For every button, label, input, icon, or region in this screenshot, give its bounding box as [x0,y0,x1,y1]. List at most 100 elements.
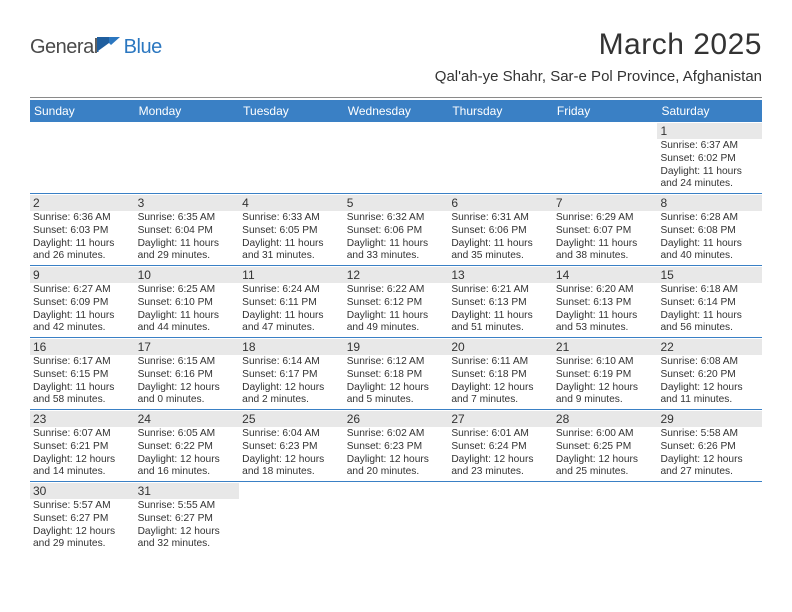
calendar-day: 9Sunrise: 6:27 AMSunset: 6:09 PMDaylight… [30,266,135,337]
daylight-text: Daylight: 11 hours [556,310,655,323]
calendar-day: 20Sunrise: 6:11 AMSunset: 6:18 PMDayligh… [448,338,553,409]
calendar-week-row: 9Sunrise: 6:27 AMSunset: 6:09 PMDaylight… [30,266,762,338]
day-number: 24 [135,411,240,427]
calendar-week-row: 30Sunrise: 5:57 AMSunset: 6:27 PMDayligh… [30,482,762,553]
daylight-text: and 38 minutes. [556,250,655,263]
divider [30,97,762,98]
sunrise-text: Sunrise: 6:15 AM [138,356,237,369]
sunrise-text: Sunrise: 6:14 AM [242,356,341,369]
daylight-text: and 2 minutes. [242,394,341,407]
sunset-text: Sunset: 6:08 PM [660,225,759,238]
calendar-day-empty [553,482,658,553]
sunset-text: Sunset: 6:14 PM [660,297,759,310]
weekday-header: Friday [553,100,658,122]
sunrise-text: Sunrise: 6:05 AM [138,428,237,441]
sunrise-text: Sunrise: 6:22 AM [347,284,446,297]
daylight-text: Daylight: 11 hours [660,166,759,179]
sunrise-text: Sunrise: 6:29 AM [556,212,655,225]
sunrise-text: Sunrise: 6:04 AM [242,428,341,441]
daylight-text: and 5 minutes. [347,394,446,407]
calendar-week-row: 16Sunrise: 6:17 AMSunset: 6:15 PMDayligh… [30,338,762,410]
sunrise-text: Sunrise: 6:10 AM [556,356,655,369]
calendar-day: 18Sunrise: 6:14 AMSunset: 6:17 PMDayligh… [239,338,344,409]
sunrise-text: Sunrise: 6:20 AM [556,284,655,297]
daylight-text: and 26 minutes. [33,250,132,263]
calendar-day: 1Sunrise: 6:37 AMSunset: 6:02 PMDaylight… [657,122,762,193]
weekday-header: Thursday [448,100,553,122]
sunrise-text: Sunrise: 6:24 AM [242,284,341,297]
calendar-day: 27Sunrise: 6:01 AMSunset: 6:24 PMDayligh… [448,410,553,481]
day-number: 27 [448,411,553,427]
calendar-day: 11Sunrise: 6:24 AMSunset: 6:11 PMDayligh… [239,266,344,337]
calendar-week-row: 2Sunrise: 6:36 AMSunset: 6:03 PMDaylight… [30,194,762,266]
day-number: 25 [239,411,344,427]
day-number: 11 [239,267,344,283]
daylight-text: Daylight: 12 hours [138,526,237,539]
title-block: March 2025 Qal'ah-ye Shahr, Sar-e Pol Pr… [435,28,762,93]
sunrise-text: Sunrise: 6:01 AM [451,428,550,441]
calendar-day: 15Sunrise: 6:18 AMSunset: 6:14 PMDayligh… [657,266,762,337]
daylight-text: Daylight: 12 hours [556,454,655,467]
sunrise-text: Sunrise: 6:18 AM [660,284,759,297]
sunrise-text: Sunrise: 6:35 AM [138,212,237,225]
daylight-text: Daylight: 11 hours [242,310,341,323]
sunrise-text: Sunrise: 6:31 AM [451,212,550,225]
day-number: 3 [135,195,240,211]
day-number: 30 [30,483,135,499]
location-subtitle: Qal'ah-ye Shahr, Sar-e Pol Province, Afg… [435,68,762,85]
flag-icon [96,34,122,59]
sunset-text: Sunset: 6:05 PM [242,225,341,238]
calendar-day: 3Sunrise: 6:35 AMSunset: 6:04 PMDaylight… [135,194,240,265]
daylight-text: Daylight: 11 hours [347,238,446,251]
daylight-text: Daylight: 11 hours [138,238,237,251]
daylight-text: Daylight: 12 hours [33,526,132,539]
day-number: 13 [448,267,553,283]
calendar-day: 16Sunrise: 6:17 AMSunset: 6:15 PMDayligh… [30,338,135,409]
sunset-text: Sunset: 6:06 PM [451,225,550,238]
daylight-text: and 29 minutes. [138,250,237,263]
logo-text-general: General [30,36,98,59]
weekday-header: Tuesday [239,100,344,122]
daylight-text: and 51 minutes. [451,322,550,335]
sunset-text: Sunset: 6:23 PM [242,441,341,454]
daylight-text: Daylight: 12 hours [451,382,550,395]
daylight-text: Daylight: 12 hours [347,454,446,467]
daylight-text: Daylight: 11 hours [33,238,132,251]
calendar-day: 8Sunrise: 6:28 AMSunset: 6:08 PMDaylight… [657,194,762,265]
calendar-week-row: 1Sunrise: 6:37 AMSunset: 6:02 PMDaylight… [30,122,762,194]
calendar-day-empty [344,122,449,193]
calendar-grid: 1Sunrise: 6:37 AMSunset: 6:02 PMDaylight… [30,122,762,553]
day-number: 1 [657,123,762,139]
daylight-text: Daylight: 12 hours [33,454,132,467]
daylight-text: and 33 minutes. [347,250,446,263]
daylight-text: and 44 minutes. [138,322,237,335]
day-number: 26 [344,411,449,427]
sunset-text: Sunset: 6:18 PM [347,369,446,382]
sunset-text: Sunset: 6:09 PM [33,297,132,310]
sunset-text: Sunset: 6:07 PM [556,225,655,238]
day-number: 19 [344,339,449,355]
sunset-text: Sunset: 6:27 PM [138,513,237,526]
day-number: 6 [448,195,553,211]
sunrise-text: Sunrise: 5:58 AM [660,428,759,441]
sunrise-text: Sunrise: 6:11 AM [451,356,550,369]
daylight-text: and 0 minutes. [138,394,237,407]
calendar-day-empty [657,482,762,553]
daylight-text: and 49 minutes. [347,322,446,335]
sunrise-text: Sunrise: 6:37 AM [660,140,759,153]
day-number: 4 [239,195,344,211]
daylight-text: and 40 minutes. [660,250,759,263]
page: General Blue March 2025 Qal'ah-ye Shahr,… [0,0,792,553]
calendar-day: 2Sunrise: 6:36 AMSunset: 6:03 PMDaylight… [30,194,135,265]
daylight-text: and 56 minutes. [660,322,759,335]
day-number: 7 [553,195,658,211]
sunset-text: Sunset: 6:04 PM [138,225,237,238]
calendar-day-empty [135,122,240,193]
day-number: 15 [657,267,762,283]
daylight-text: Daylight: 12 hours [242,382,341,395]
sunrise-text: Sunrise: 6:12 AM [347,356,446,369]
daylight-text: and 11 minutes. [660,394,759,407]
daylight-text: Daylight: 12 hours [660,382,759,395]
daylight-text: and 42 minutes. [33,322,132,335]
sunset-text: Sunset: 6:18 PM [451,369,550,382]
